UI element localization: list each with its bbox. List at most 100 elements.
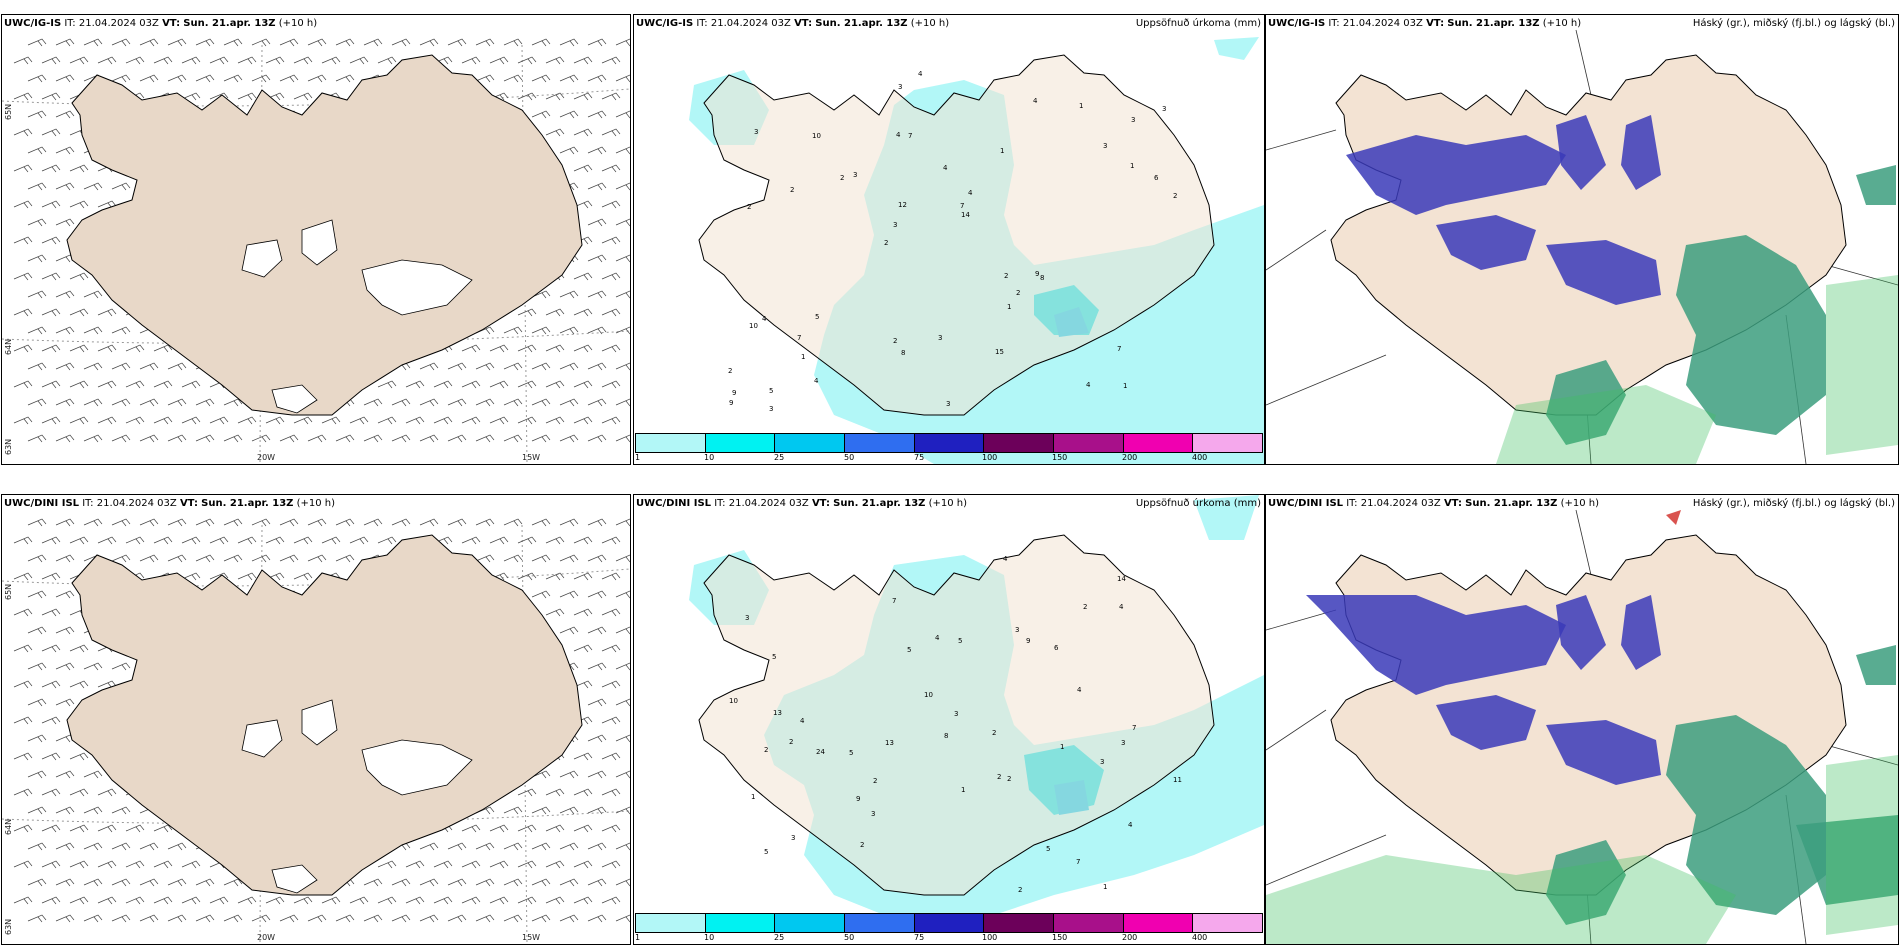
wind-barb [55, 434, 75, 443]
wind-barb [531, 362, 551, 371]
wind-barb [97, 896, 117, 905]
precip-value: 1 [1123, 382, 1127, 390]
precip-value: 3 [745, 614, 749, 622]
wind-barb [405, 416, 425, 425]
precip-value: 3 [938, 334, 942, 342]
wind-barb [41, 788, 61, 797]
wind-barb [181, 860, 201, 869]
wind-barb [251, 914, 271, 923]
wind-barb [475, 362, 495, 371]
precip-value: 8 [901, 349, 905, 357]
wind-barb [447, 38, 467, 47]
field-label: Háský (gr.), miðský (fj.bl.) og lágský (… [1692, 498, 1895, 509]
wind-barb [461, 860, 481, 869]
wind-barb [587, 518, 607, 527]
wind-map-panel-bottom: UWC/DINI ISL IT: 21.04.2024 03Z VT: Sun.… [1, 494, 631, 945]
wind-barb [615, 110, 630, 119]
wind-barb [475, 434, 495, 443]
wind-barb [517, 788, 537, 797]
wind-barb [41, 644, 61, 653]
wind-barb [461, 344, 481, 353]
wind-barb [307, 434, 327, 443]
wind-barb [111, 398, 131, 407]
wind-barb [559, 290, 579, 299]
wind-barb [503, 878, 523, 887]
precip-value: 1 [801, 353, 805, 361]
wind-barb [209, 56, 229, 65]
wind-barb [13, 416, 33, 425]
wind-barb [601, 56, 621, 65]
wind-barb [153, 896, 173, 905]
wind-barb [307, 554, 327, 563]
wind-barb [307, 74, 327, 83]
lead-time: (+10 h) [910, 18, 950, 29]
wind-barb [587, 878, 607, 887]
precip-value: 2 [840, 174, 844, 182]
wind-barb [55, 38, 75, 47]
wind-barb [587, 590, 607, 599]
precip-value: 6 [1154, 174, 1159, 182]
wind-barb [83, 806, 103, 815]
wind-barb [237, 56, 257, 65]
wind-barb [503, 362, 523, 371]
wind-barb [601, 272, 621, 281]
wind-barb [573, 824, 593, 833]
wind-barb [321, 536, 341, 545]
wind-barb [573, 92, 593, 101]
wind-barb [55, 74, 75, 83]
wind-barb [475, 518, 495, 527]
wind-barb [517, 308, 537, 317]
wind-barb [83, 362, 103, 371]
precip-value: 7 [892, 597, 896, 605]
wind-barb [41, 608, 61, 617]
wind-barb [41, 92, 61, 101]
wind-barb [447, 878, 467, 887]
field-label: Háský (gr.), miðský (fj.bl.) og lágský (… [1692, 18, 1895, 29]
wind-barb [531, 110, 551, 119]
wind-barb [265, 416, 285, 425]
wind-barb [97, 536, 117, 545]
wind-barb [475, 554, 495, 563]
wind-barb [559, 326, 579, 335]
wind-barb [363, 518, 383, 527]
wind-barb [475, 914, 495, 923]
precip-value: 3 [893, 221, 897, 229]
colorbar-tick: 75 [914, 453, 925, 462]
wind-barb [475, 842, 495, 851]
field-label: Uppsöfnuð úrkoma (mm) [1135, 18, 1261, 29]
wind-barb [573, 200, 593, 209]
wind-barb [587, 734, 607, 743]
colorbar-swatch [984, 434, 1055, 452]
wind-barb [573, 860, 593, 869]
precip-value: 9 [856, 795, 860, 803]
wind-barb [433, 416, 453, 425]
wind-barb [405, 380, 425, 389]
precip-value: 2 [1007, 775, 1011, 783]
wind-barb [293, 536, 313, 545]
precip-value: 5 [849, 749, 853, 757]
wind-barb [167, 434, 187, 443]
wind-barb [377, 536, 397, 545]
wind-barb [363, 878, 383, 887]
precip-map-panel-bottom: 1 2 2 3 4 5 3 5 6 4 9 7 3 7 2 1 1 3 10 5 14 5 4 11 7 13 24 8 10 4 2 2 9 3… [633, 494, 1265, 945]
wind-barb [251, 434, 271, 443]
wind-barb [167, 878, 187, 887]
wind-barb [13, 56, 33, 65]
wind-barb [517, 56, 537, 65]
wind-barb [461, 380, 481, 389]
colorbar-swatch [1123, 434, 1194, 452]
wind-barb [447, 518, 467, 527]
colorbar-tick: 25 [774, 933, 785, 942]
wind-barb [573, 644, 593, 653]
wind-barb [55, 878, 75, 887]
wind-barb [321, 56, 341, 65]
precip-value: 4 [935, 634, 940, 642]
wind-barb [153, 536, 173, 545]
wind-barb [601, 236, 621, 245]
wind-barb [83, 38, 103, 47]
wind-barb [419, 398, 439, 407]
wind-barb [419, 878, 439, 887]
wind-barb [167, 554, 187, 563]
wind-barb [167, 518, 187, 527]
wind-barb [41, 824, 61, 833]
